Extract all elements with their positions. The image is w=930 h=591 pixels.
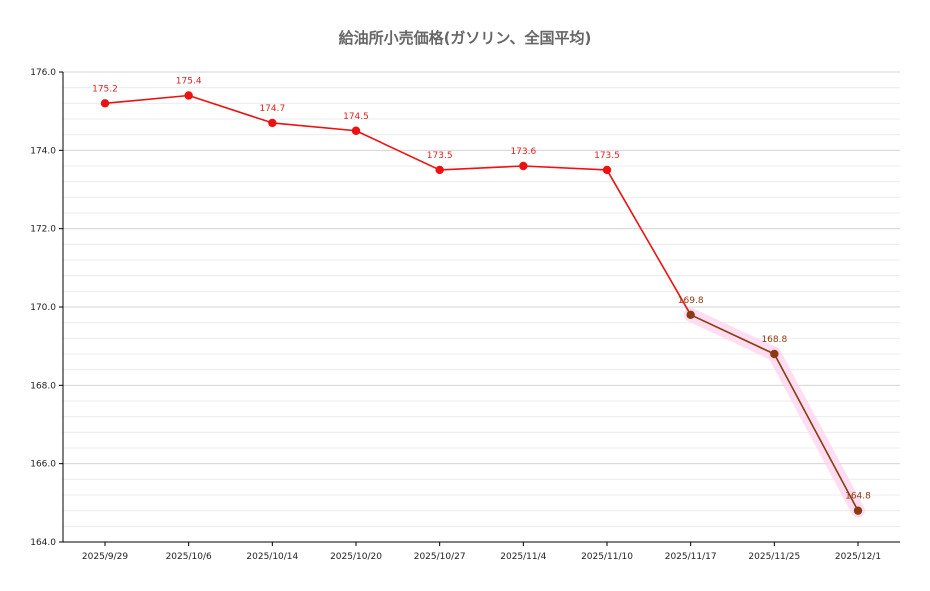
y-tick-label: 168.0 — [30, 381, 56, 391]
chart-title: 給油所小売価格(ガソリン、全国平均) — [339, 29, 592, 47]
y-tick-label: 164.0 — [30, 538, 56, 548]
data-point — [770, 349, 779, 359]
x-tick-label: 2025/10/14 — [246, 552, 298, 562]
data-point — [519, 161, 528, 171]
x-tick-label: 2025/12/1 — [835, 552, 881, 562]
y-tick-label: 170.0 — [30, 303, 56, 313]
data-label: 164.8 — [845, 492, 871, 502]
data-point — [351, 126, 361, 135]
grid — [63, 71, 900, 527]
data-point — [853, 506, 863, 515]
data-label: 175.2 — [92, 84, 118, 94]
series-line-segment — [104, 94, 189, 105]
data-point — [686, 310, 695, 320]
data-label: 173.5 — [594, 151, 620, 161]
data-label: 175.4 — [176, 77, 202, 87]
data-label: 174.7 — [259, 104, 285, 114]
x-tick-label: 2025/11/10 — [581, 552, 633, 562]
series-line-segment — [606, 169, 692, 316]
data-label: 168.8 — [761, 335, 787, 345]
series-line-segment — [439, 165, 524, 171]
series-line-segment — [272, 122, 357, 132]
data-points — [100, 91, 863, 515]
y-tick-label: 172.0 — [30, 225, 56, 235]
series-line-segment — [523, 165, 608, 171]
series-line — [104, 94, 859, 512]
data-label: 169.8 — [678, 296, 704, 306]
data-point — [184, 91, 193, 100]
data-label: 174.5 — [343, 112, 369, 122]
x-tick-label: 2025/10/6 — [166, 552, 212, 562]
y-tick-label: 174.0 — [30, 146, 56, 156]
series-line-segment — [355, 130, 441, 171]
x-tick-label: 2025/9/29 — [82, 552, 128, 562]
data-label: 173.5 — [427, 151, 453, 161]
axes: 164.0 166.0 168.0 170.0 172.0 174.0 176.0 2025/… — [30, 68, 900, 562]
series-line-segment — [188, 94, 273, 124]
x-tick-label: 2025/10/20 — [330, 552, 382, 562]
data-labels: 175.2 175.4 174.7 174.5 173.5 173.6 173.5 169.8… — [92, 77, 871, 502]
data-point — [100, 99, 110, 108]
series-line-segment — [773, 353, 859, 512]
y-tick-label: 176.0 — [30, 68, 56, 78]
data-point — [268, 118, 277, 128]
x-tick-label: 2025/11/25 — [748, 552, 800, 562]
x-tick-label: 2025/11/4 — [500, 552, 546, 562]
data-point — [602, 165, 612, 175]
x-tick-label: 2025/10/27 — [414, 552, 466, 562]
x-tick-label: 2025/11/17 — [665, 552, 717, 562]
y-tick-label: 166.0 — [30, 460, 56, 470]
data-label: 173.6 — [510, 147, 536, 157]
data-point — [435, 165, 444, 175]
series-line-segment — [690, 314, 775, 355]
